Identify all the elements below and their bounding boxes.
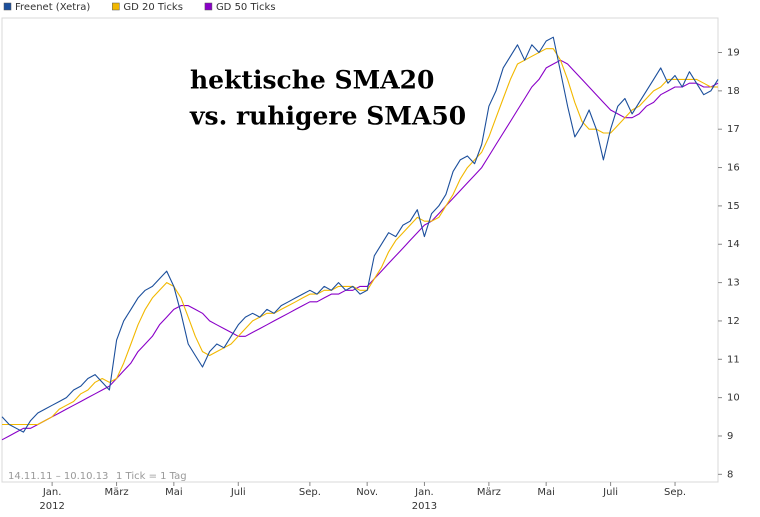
- x-year-label: 2013: [412, 501, 437, 512]
- x-tick-label: März: [104, 487, 128, 498]
- x-tick-label: Mai: [165, 487, 183, 498]
- x-tick-label: Jan.: [414, 487, 434, 498]
- series-line: [2, 48, 718, 426]
- x-tick-label: Mai: [537, 487, 555, 498]
- y-tick-label: 16: [727, 163, 740, 174]
- y-tick-label: 18: [727, 86, 740, 97]
- y-tick-label: 11: [727, 354, 740, 365]
- series-line: [1, 59, 719, 441]
- legend-swatch: [112, 2, 120, 11]
- legend-label: Freenet (Xetra): [15, 2, 90, 13]
- x-tick-label: Nov.: [356, 487, 378, 498]
- x-tick-label: Sep.: [299, 487, 321, 498]
- x-tick-label: Juli: [230, 487, 246, 498]
- series-line: [1, 36, 719, 433]
- y-tick-label: 13: [727, 278, 740, 289]
- footer: 14.11.11 – 10.10.13: [8, 471, 108, 482]
- y-tick-label: 9: [727, 431, 733, 442]
- legend-label: GD 20 Ticks: [123, 2, 183, 13]
- y-tick-label: 19: [727, 48, 740, 59]
- y-tick-label: 15: [727, 201, 740, 212]
- y-tick-label: 12: [727, 316, 740, 327]
- y-tick-label: 17: [727, 124, 740, 135]
- annotation: vs. ruhigere SMA50: [189, 102, 466, 131]
- y-tick-label: 10: [727, 393, 740, 404]
- x-tick-label: Sep.: [664, 487, 686, 498]
- plot-frame: [1, 17, 719, 483]
- footer: 1 Tick = 1 Tag: [116, 471, 187, 482]
- y-tick-label: 8: [727, 469, 733, 480]
- legend-swatch: [204, 2, 213, 11]
- x-tick-label: Juli: [602, 487, 618, 498]
- x-tick-label: Jan.: [42, 487, 62, 498]
- y-tick-label: 14: [727, 239, 740, 250]
- legend-label: GD 50 Ticks: [216, 2, 276, 13]
- legend-swatch: [3, 2, 12, 11]
- x-tick-label: März: [477, 487, 501, 498]
- annotation: hektische SMA20: [190, 66, 434, 95]
- x-year-label: 2012: [39, 501, 64, 512]
